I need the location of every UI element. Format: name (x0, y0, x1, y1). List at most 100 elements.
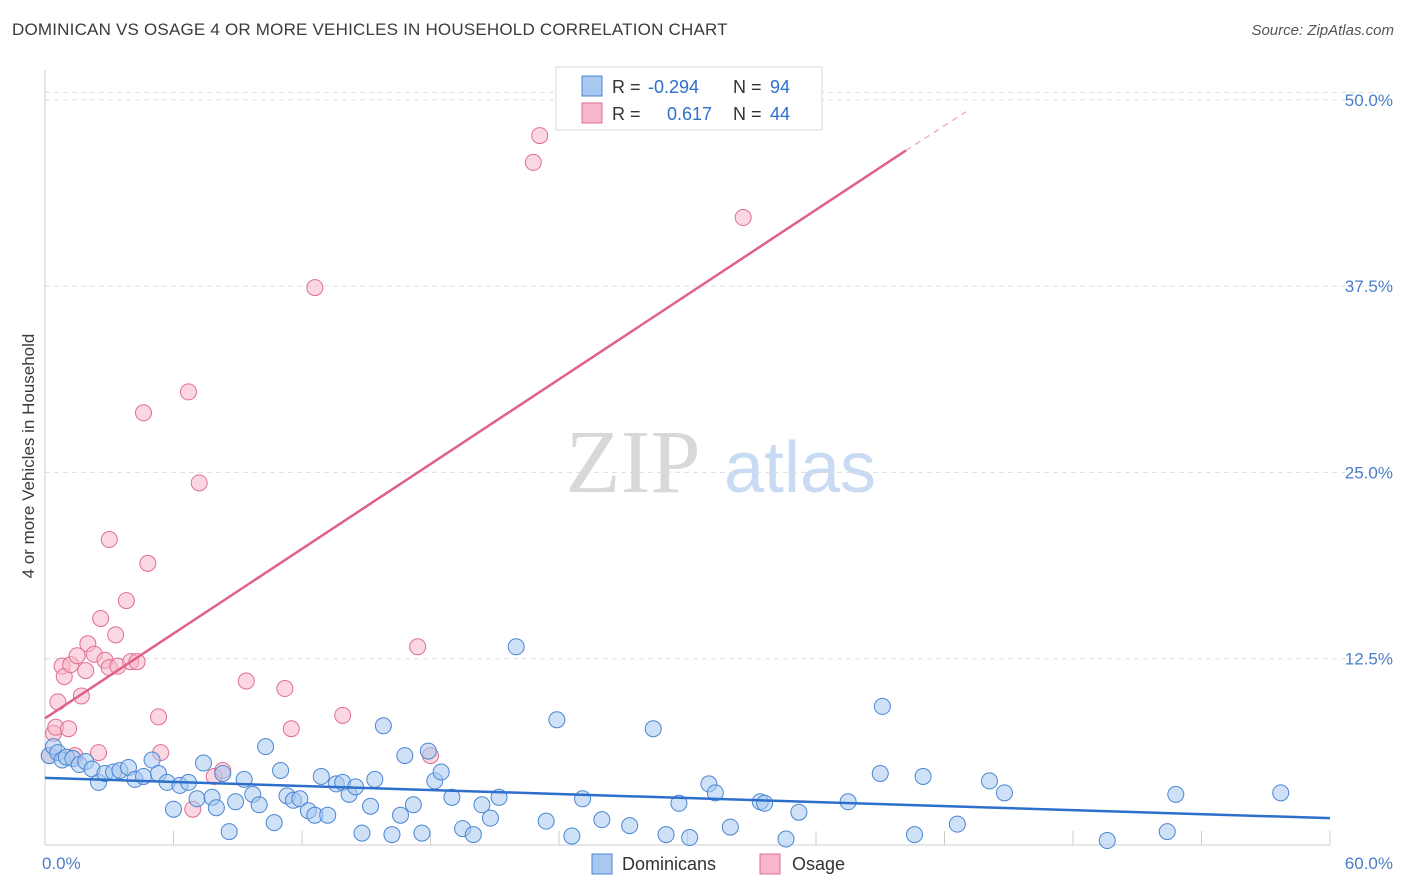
dominican-point (194, 754, 212, 772)
dominican-point (507, 638, 525, 656)
osage-point (282, 720, 300, 738)
osage-point (237, 672, 255, 690)
dominican-point (548, 711, 566, 729)
dominican-point (291, 790, 309, 808)
dominican-point (353, 824, 371, 842)
dominican-point (432, 763, 450, 781)
legend-bottom-label-osage: Osage (792, 854, 845, 874)
dominican-point (790, 803, 808, 821)
dominican-point (756, 794, 774, 812)
dominican-point (419, 742, 437, 760)
dominican-point (265, 814, 283, 832)
dominican-point (473, 796, 491, 814)
dominican-point (644, 720, 662, 738)
dominican-point (995, 784, 1013, 802)
osage-trend-extension (905, 111, 967, 152)
chart-title: DOMINICAN VS OSAGE 4 OR MORE VEHICLES IN… (12, 20, 728, 39)
dominican-point (563, 827, 581, 845)
legend-bottom-label-dominicans: Dominicans (622, 854, 716, 874)
osage-point (77, 662, 95, 680)
dominican-point (657, 826, 675, 844)
legend-bottom-swatch-dominicans (591, 853, 613, 875)
osage-point (334, 706, 352, 724)
dominican-point (366, 770, 384, 788)
dominican-point (312, 767, 330, 785)
dominican-point (272, 761, 290, 779)
legend-bottom-swatch-osage (759, 853, 781, 875)
y-tick-label: 25.0% (1345, 463, 1393, 482)
dominican-point (574, 790, 592, 808)
legend-r-value-dominicans: -0.294 (648, 77, 699, 97)
dominican-point (404, 796, 422, 814)
dominican-point (227, 793, 245, 811)
dominican-point (706, 784, 724, 802)
dominican-point (1098, 832, 1116, 850)
legend-n-value-dominicans: 94 (770, 77, 790, 97)
legend-r-label-dominicans: R = (612, 77, 641, 97)
legend-r-label-osage: R = (612, 104, 641, 124)
dominican-point (362, 797, 380, 815)
osage-point (190, 474, 208, 492)
dominican-point (1158, 823, 1176, 841)
dominican-point (914, 767, 932, 785)
osage-point (734, 209, 752, 227)
dominican-point (670, 794, 688, 812)
dominicans-trend-line (44, 776, 1331, 820)
dominican-point (383, 826, 401, 844)
dominican-point (207, 799, 225, 817)
dominican-point (906, 826, 924, 844)
dominican-point (464, 826, 482, 844)
dominican-point (721, 818, 739, 836)
dominican-point (871, 764, 889, 782)
osage-point (531, 127, 549, 145)
dominican-point (443, 788, 461, 806)
dominican-point (165, 800, 182, 818)
osage-point (135, 404, 153, 422)
osage-point (107, 626, 125, 644)
watermark-atlas: atlas (724, 428, 876, 508)
osage-point (276, 680, 294, 698)
x-tick-label-min: 0.0% (42, 854, 81, 873)
dominican-point (481, 809, 499, 827)
legend-swatch-dominicans (581, 75, 603, 97)
osage-point (92, 609, 110, 627)
stats-legend: R = -0.294 N = 94 R = 0.617 N = 44 (555, 66, 823, 131)
dominican-point (413, 824, 431, 842)
dominican-point (1272, 784, 1290, 802)
dominican-point (681, 829, 699, 847)
x-tick-label-max: 60.0% (1345, 854, 1393, 873)
legend-n-value-osage: 44 (770, 104, 790, 124)
dominican-point (537, 812, 555, 830)
dominican-point (396, 747, 414, 765)
y-axis-label: 4 or more Vehicles in Household (19, 334, 38, 579)
dominican-point (188, 790, 206, 808)
osage-point (306, 279, 324, 297)
legend-r-value-osage: 0.617 (662, 104, 712, 124)
dominican-point (621, 817, 639, 835)
legend-n-label-dominicans: N = (733, 77, 762, 97)
osage-point (68, 647, 86, 665)
dominican-point (980, 772, 998, 790)
osage-point (90, 744, 108, 762)
dominican-point (593, 811, 611, 829)
osage-point (100, 530, 118, 548)
dominican-point (374, 717, 392, 735)
dominican-point (220, 823, 238, 841)
dominican-point (257, 738, 275, 756)
osage-point (60, 720, 78, 738)
dominican-point (319, 806, 337, 824)
y-tick-label: 50.0% (1345, 91, 1393, 110)
osage-trend-line (44, 149, 907, 720)
y-tick-label: 12.5% (1345, 650, 1393, 669)
dominican-point (214, 764, 232, 782)
dominican-point (948, 815, 966, 833)
series-legend: Dominicans Osage (591, 853, 845, 875)
osage-point (409, 638, 427, 656)
osage-point (524, 153, 542, 171)
osage-point (179, 383, 197, 401)
legend-swatch-osage (581, 102, 603, 124)
osage-point (150, 708, 168, 726)
osage-point (117, 592, 135, 610)
watermark-zip: ZIP (566, 413, 701, 512)
